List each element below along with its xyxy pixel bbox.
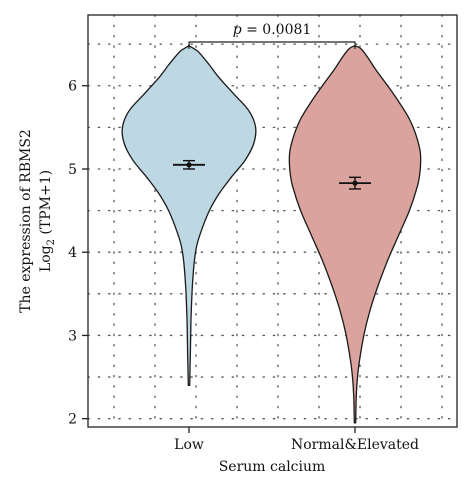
y-axis-title-line2: Log2 (TPM+1): [38, 170, 57, 272]
plot-frame: [87, 14, 458, 428]
mean-point: [186, 162, 192, 168]
p-symbol: p: [233, 22, 242, 38]
significance-bracket: [188, 41, 356, 49]
significance-annotation: p = 0.0081: [188, 22, 356, 49]
y-tick-label: 2: [68, 412, 77, 428]
mean-point: [352, 180, 358, 186]
x-tick-label: Low: [174, 437, 204, 453]
y-tick-label: 5: [68, 162, 77, 178]
y-axis-ticks: 2 3 4 5 6: [68, 79, 88, 428]
y-axis-log-subscript: 2: [46, 239, 57, 245]
y-axis-unit-label: (TPM+1): [38, 170, 54, 239]
x-tick-label: Normal&Elevated: [291, 437, 419, 453]
y-axis-log-label: Log: [38, 245, 54, 272]
y-tick-label: 6: [68, 79, 77, 95]
p-value-label: p = 0.0081: [233, 22, 312, 38]
y-tick-label: 3: [68, 328, 77, 344]
p-value-rest: = 0.0081: [242, 22, 312, 38]
x-axis-title: Serum calcium: [219, 459, 326, 475]
y-axis-title-line1: The expression of RBMS2: [18, 129, 34, 313]
y-tick-label: 4: [68, 245, 77, 261]
x-axis-ticks: Low Normal&Elevated: [174, 427, 419, 453]
mean-markers: [173, 159, 371, 190]
